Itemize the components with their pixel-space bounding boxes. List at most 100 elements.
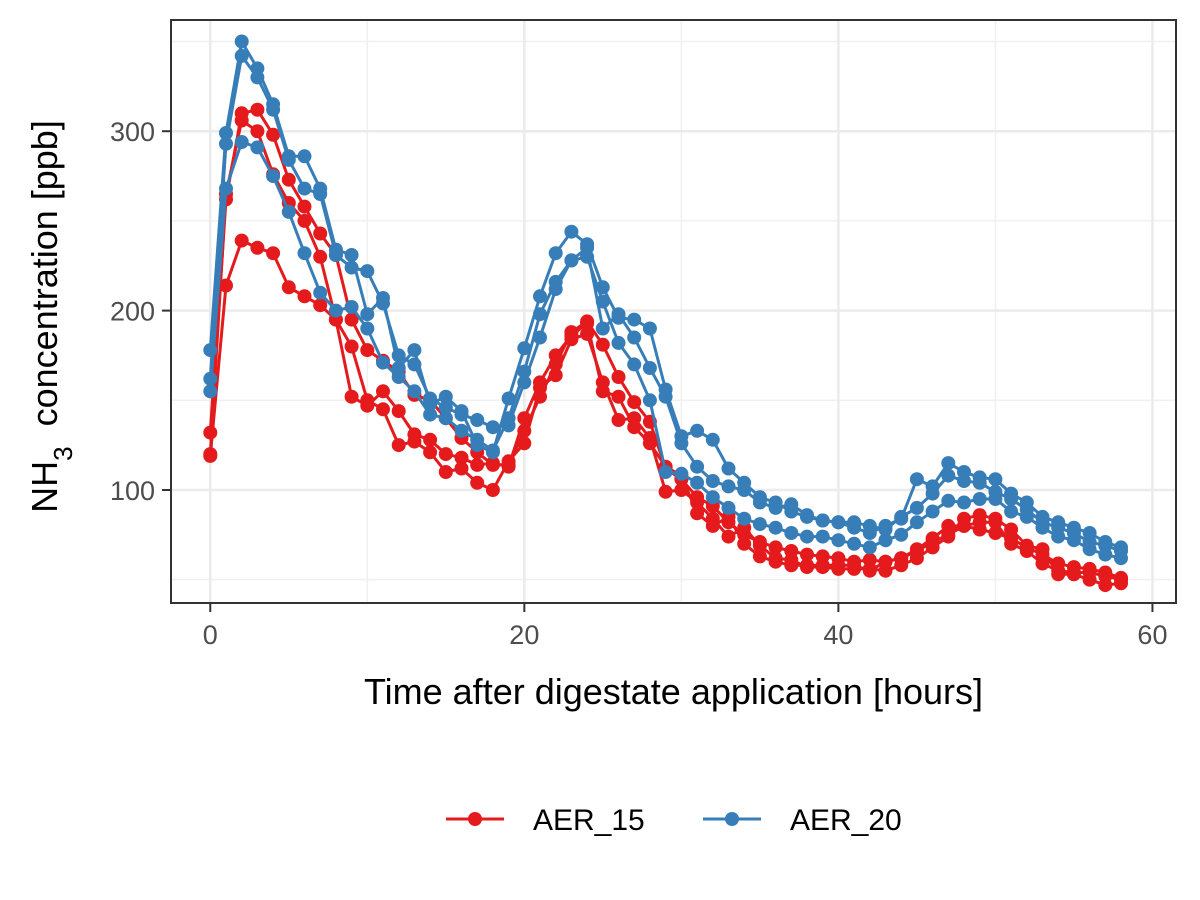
data-point — [642, 361, 657, 375]
data-point — [281, 280, 296, 295]
data-point — [1114, 572, 1128, 587]
data-point — [297, 289, 312, 304]
data-point — [203, 447, 218, 462]
x-tick-label: 60 — [1137, 620, 1167, 650]
data-point — [611, 389, 626, 404]
data-point — [595, 337, 610, 352]
data-point — [454, 450, 469, 465]
data-point — [658, 465, 673, 479]
data-point — [752, 495, 767, 510]
data-point — [219, 278, 233, 293]
data-point — [1082, 542, 1097, 557]
data-point — [344, 300, 359, 314]
data-point — [690, 506, 705, 521]
data-point — [627, 312, 642, 327]
data-point — [438, 400, 453, 415]
data-point — [1004, 504, 1019, 519]
data-point — [454, 423, 469, 438]
data-point — [407, 427, 422, 442]
data-point — [957, 518, 971, 533]
data-point — [485, 420, 500, 435]
data-point — [894, 509, 909, 524]
data-point — [925, 486, 940, 501]
data-point — [485, 483, 500, 497]
data-point — [266, 127, 281, 142]
data-point — [250, 140, 265, 155]
data-point — [768, 554, 783, 569]
data-point — [1066, 533, 1081, 548]
data-point — [281, 152, 296, 167]
data-point — [705, 432, 720, 447]
data-point — [721, 461, 736, 476]
data-point — [266, 246, 281, 261]
data-point — [203, 384, 218, 399]
data-point — [1098, 547, 1113, 562]
data-point — [658, 484, 673, 499]
data-point — [1051, 563, 1066, 578]
data-point — [564, 328, 579, 343]
data-point — [344, 339, 359, 354]
data-point — [737, 483, 752, 497]
data-point — [705, 474, 720, 488]
data-point — [281, 204, 296, 219]
y-tick-label: 100 — [110, 476, 155, 506]
data-point — [564, 224, 579, 239]
data-point — [752, 549, 767, 564]
data-point — [941, 518, 956, 533]
data-point — [941, 468, 956, 483]
data-point — [831, 558, 846, 573]
data-point — [768, 540, 783, 555]
legend-key-point-aer15 — [468, 812, 482, 826]
data-point — [234, 34, 249, 49]
data-point — [800, 558, 814, 573]
y-tick-label: 200 — [110, 297, 155, 327]
data-point — [313, 249, 328, 264]
data-point — [297, 149, 312, 164]
axis-ticks: 0 20 40 60 100 200 300 — [110, 117, 1168, 650]
data-point — [784, 558, 799, 573]
data-point — [737, 536, 752, 551]
data-point — [470, 457, 485, 472]
data-point — [533, 307, 547, 322]
legend-label-aer15: AER_15 — [533, 804, 645, 837]
data-point — [250, 240, 265, 255]
data-point — [941, 456, 956, 471]
data-point — [972, 492, 987, 506]
data-point — [234, 135, 249, 149]
data-point — [391, 348, 406, 363]
data-point — [1114, 551, 1128, 566]
data-point — [627, 357, 642, 372]
data-point — [407, 384, 422, 399]
data-point — [988, 472, 1003, 487]
data-point — [690, 423, 705, 438]
data-point — [548, 274, 563, 289]
data-point — [438, 411, 453, 426]
data-point — [423, 407, 438, 422]
data-point — [548, 246, 563, 261]
data-point — [627, 330, 642, 345]
data-point — [313, 298, 328, 313]
data-point — [784, 526, 799, 540]
data-point — [234, 233, 249, 248]
x-tick-label: 20 — [509, 620, 539, 650]
data-point — [407, 343, 422, 358]
data-point — [862, 518, 877, 533]
x-axis-title: Time after digestate application [hours] — [364, 671, 983, 712]
data-point — [941, 493, 956, 508]
legend-key-point-aer20 — [725, 812, 739, 826]
data-point — [1082, 565, 1097, 580]
data-point — [423, 432, 438, 447]
data-point — [391, 438, 406, 453]
y-axis-title-subscript: 3 — [48, 446, 78, 460]
data-point — [548, 348, 563, 363]
data-point — [1035, 542, 1050, 557]
data-point — [438, 447, 453, 462]
data-point — [878, 554, 893, 569]
data-point — [721, 529, 736, 544]
data-point — [344, 248, 359, 262]
data-point — [847, 536, 862, 551]
data-point — [705, 518, 720, 533]
data-point — [815, 558, 830, 573]
legend: AER_15 AER_20 — [446, 804, 902, 837]
data-point — [344, 260, 359, 275]
